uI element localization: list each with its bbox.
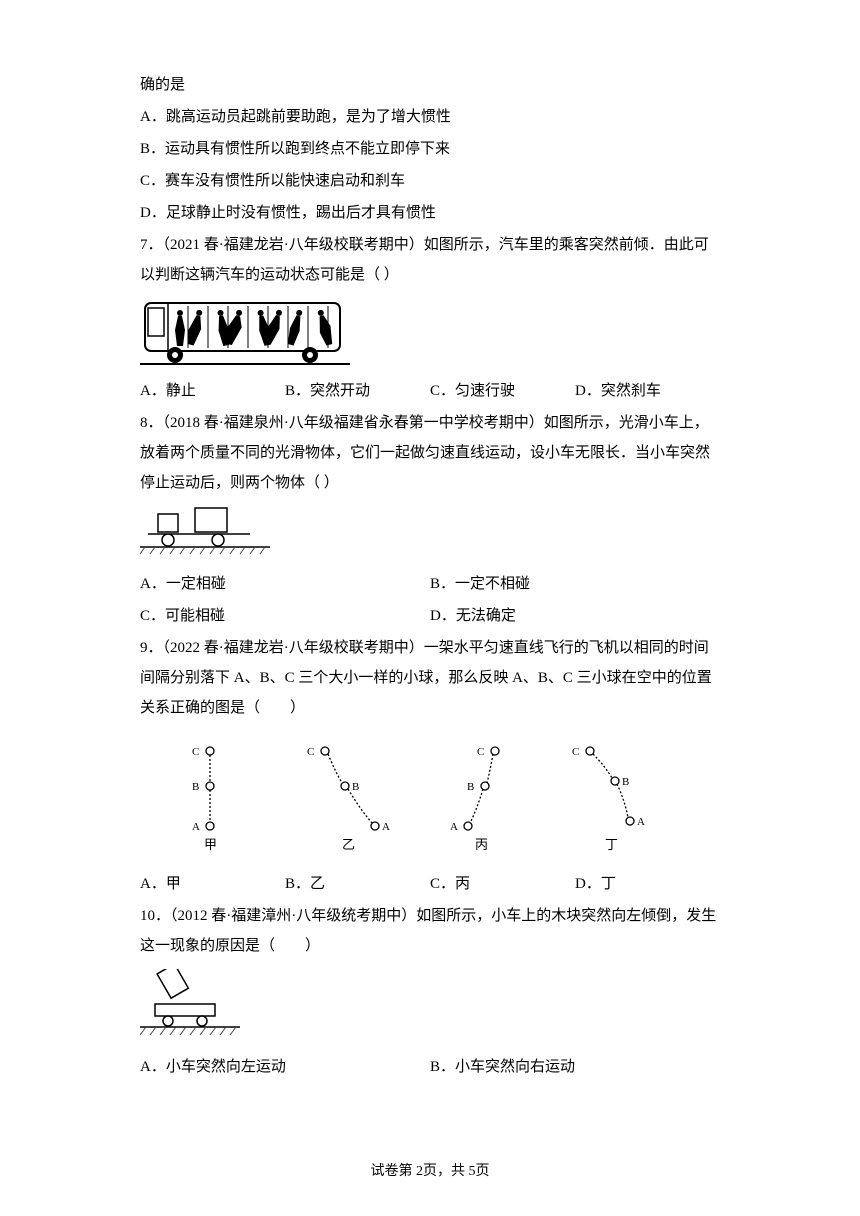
q10-text: 10．（2012 春·福建漳州·八年级统考期中）如图所示，小车上的木块突然向左倾… (140, 901, 720, 961)
q7-options: A．静止 B．突然开动 C．匀速行驶 D．突然刹车 (140, 376, 720, 406)
svg-text:A: A (382, 821, 390, 833)
svg-text:A: A (192, 821, 200, 833)
q8-options-row2: C．可能相碰 D．无法确定 (140, 601, 720, 631)
svg-text:A: A (450, 821, 458, 833)
q10-options-row1: A．小车突然向左运动 B．小车突然向右运动 (140, 1052, 720, 1082)
pre-option-c: C．赛车没有惯性所以能快速启动和刹车 (140, 166, 720, 196)
q8-figure-cart (140, 506, 270, 561)
q10-option-b: B．小车突然向右运动 (430, 1052, 720, 1082)
svg-text:甲: 甲 (204, 837, 217, 852)
q7-text: 7．（2021 春·福建龙岩·八年级校联考期中）如图所示，汽车里的乘客突然前倾．… (140, 230, 720, 290)
q10-figure (140, 969, 240, 1044)
svg-text:C: C (307, 746, 314, 758)
q8-option-b: B．一定不相碰 (430, 569, 720, 599)
q8-option-c: C．可能相碰 (140, 601, 430, 631)
q7-option-d: D．突然刹车 (575, 376, 720, 406)
pre-option-b: B．运动具有惯性所以跑到终点不能立即停下来 (140, 134, 720, 164)
q8-option-a: A．一定相碰 (140, 569, 430, 599)
svg-text:B: B (352, 781, 359, 793)
svg-text:A: A (637, 816, 645, 828)
svg-text:B: B (467, 781, 474, 793)
page-footer: 试卷第 2页，共 5页 (0, 1158, 860, 1186)
q9-text: 9．（2022 春·福建龙岩·八年级校联考期中）一架水平匀速直线飞行的飞机以相同… (140, 633, 720, 723)
q7-option-b: B．突然开动 (285, 376, 430, 406)
q9-options: A．甲 B．乙 C．丙 D．丁 (140, 869, 720, 899)
q8-option-d: D．无法确定 (430, 601, 720, 631)
svg-text:乙: 乙 (342, 837, 355, 852)
svg-text:C: C (192, 746, 199, 758)
header-fragment: 确的是 (140, 70, 720, 100)
svg-text:B: B (622, 776, 629, 788)
q7-option-c: C．匀速行驶 (430, 376, 575, 406)
q9-option-b: B．乙 (285, 869, 430, 899)
q9-option-d: D．丁 (575, 869, 720, 899)
svg-text:B: B (192, 781, 199, 793)
q10-option-a: A．小车突然向左运动 (140, 1052, 430, 1082)
q9-option-a: A．甲 (140, 869, 285, 899)
q9-option-c: C．丙 (430, 869, 575, 899)
pre-option-a: A．跳高运动员起跳前要助跑，是为了增大惯性 (140, 102, 720, 132)
q7-option-a: A．静止 (140, 376, 285, 406)
svg-text:丙: 丙 (475, 837, 488, 852)
q8-options-row1: A．一定相碰 B．一定不相碰 (140, 569, 720, 599)
q8-text: 8．（2018 春·福建泉州·八年级福建省永春第一中学校考期中）如图所示，光滑小… (140, 408, 720, 498)
q9-figure: C B A 甲 C B A 乙 C B A 丙 C B A (140, 731, 700, 861)
svg-text:C: C (477, 746, 484, 758)
svg-text:C: C (572, 746, 579, 758)
q7-figure-bus (140, 298, 350, 368)
svg-text:丁: 丁 (605, 837, 618, 852)
pre-option-d: D．足球静止时没有惯性，踢出后才具有惯性 (140, 198, 720, 228)
